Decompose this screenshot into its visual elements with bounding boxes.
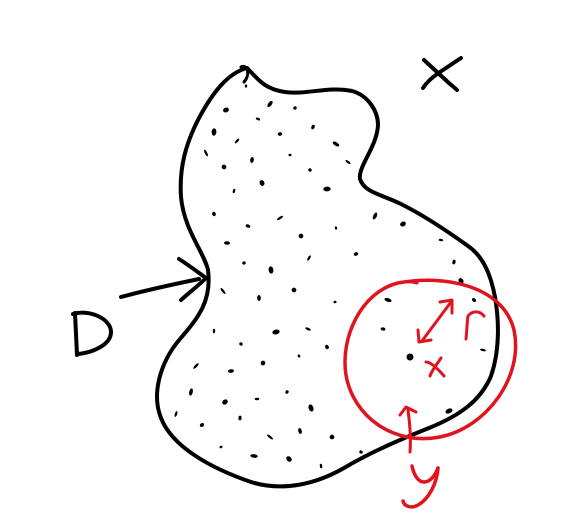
stipple-dot: [259, 180, 265, 186]
stipple-dot: [359, 450, 363, 454]
radius-arrow-head-top: [438, 298, 454, 315]
radius-arrow-shaft: [420, 300, 453, 343]
stipple-dot: [334, 226, 338, 230]
stipple-dot: [384, 297, 392, 303]
stipple-dot: [277, 132, 283, 136]
ball-circle: [343, 278, 518, 441]
label-d: [71, 310, 113, 357]
stipple-dot: [260, 360, 266, 366]
label-center-x-2: [428, 356, 443, 378]
stipple-dot: [232, 188, 236, 194]
stipple-dot: [228, 369, 234, 373]
stipple-dot: [276, 215, 284, 221]
stipple-dot: [234, 138, 240, 144]
stipple-dot: [305, 327, 311, 331]
stipple-dot: [242, 261, 246, 265]
stipple-dot: [267, 100, 273, 108]
stipple-dot: [372, 212, 378, 220]
label-r: [464, 310, 486, 341]
stipple-dot: [438, 238, 444, 242]
stipple-dot: [220, 288, 226, 294]
stipple-dot: [329, 434, 335, 440]
stipple-dot: [245, 224, 251, 228]
stipple-dot: [239, 342, 243, 346]
stipple-dot: [298, 233, 304, 239]
stipple-dot: [244, 84, 248, 88]
stipple-dot: [345, 159, 351, 165]
arrow-shaft: [119, 277, 201, 299]
stipple-dot: [254, 397, 260, 401]
boundary-arrow-head: [398, 405, 418, 417]
stipple-dot: [224, 241, 230, 245]
stipple-dot: [452, 259, 456, 265]
stipple-dot: [325, 344, 329, 350]
stipple-dot: [400, 221, 406, 227]
stipple-dot: [323, 186, 331, 192]
radius-arrow-head-bottom: [416, 328, 433, 344]
stipple-dot: [333, 300, 337, 304]
stipple-dot: [199, 423, 205, 427]
arrow-to-d: [119, 257, 208, 302]
stipple-dot: [307, 255, 311, 261]
stipple-dot: [298, 428, 302, 434]
region-d-outline-hook: [239, 65, 250, 84]
stipple-dot: [238, 415, 242, 421]
stipple-dot: [219, 445, 223, 449]
stipple-dot: [189, 388, 193, 396]
stipple-dot: [193, 363, 199, 369]
stipple-dot: [286, 456, 292, 462]
stipple-dot: [308, 404, 314, 412]
stipple-dot: [332, 141, 340, 147]
stipple-dot: [353, 252, 359, 256]
stipple-dot: [445, 408, 453, 414]
stipple-dot: [211, 128, 217, 136]
stipple-dot: [285, 390, 289, 394]
stipple-dot: [222, 399, 228, 405]
stipple-dot: [257, 295, 261, 301]
stipple-dot: [380, 327, 386, 331]
stipple-dot: [174, 411, 178, 417]
label-x-stroke-2: [421, 56, 463, 90]
label-d-stem: [73, 311, 79, 357]
region-d-outline: [155, 66, 500, 489]
stipple-dot: [212, 328, 216, 334]
stipple-dot: [291, 287, 297, 293]
stipple-dot: [250, 157, 254, 163]
label-y-tail: [401, 466, 440, 509]
label-y-left: [410, 464, 440, 484]
stipple-dot: [297, 354, 301, 358]
boundary-arrow-shaft: [406, 408, 412, 454]
stipple-dot: [221, 164, 227, 170]
stipple-dot: [272, 329, 280, 335]
stipple-dot: [204, 149, 208, 157]
stipple-dot: [480, 348, 486, 352]
stipple-dot: [288, 153, 292, 157]
stipple-dot: [319, 463, 323, 469]
label-d-bowl: [71, 310, 113, 356]
stipple-dot: [293, 106, 297, 110]
label-x-stroke-1: [422, 58, 459, 92]
ball-circle-overlap: [388, 280, 419, 288]
stipple-dot: [267, 434, 273, 440]
stipple-dot: [268, 266, 274, 274]
stipple-dot: [308, 168, 312, 172]
arrow-head: [177, 257, 208, 302]
stipple-dot: [471, 297, 477, 303]
stipple-dot: [250, 454, 258, 458]
stipple-dot: [255, 117, 261, 121]
ball-annotation: [343, 278, 518, 509]
stipple-dot: [212, 211, 216, 217]
stipple-dot: [311, 124, 315, 130]
stipple-dot: [223, 107, 229, 113]
center-point: [406, 353, 414, 361]
region-d-stipple: [174, 84, 486, 469]
label-x: [421, 56, 463, 92]
